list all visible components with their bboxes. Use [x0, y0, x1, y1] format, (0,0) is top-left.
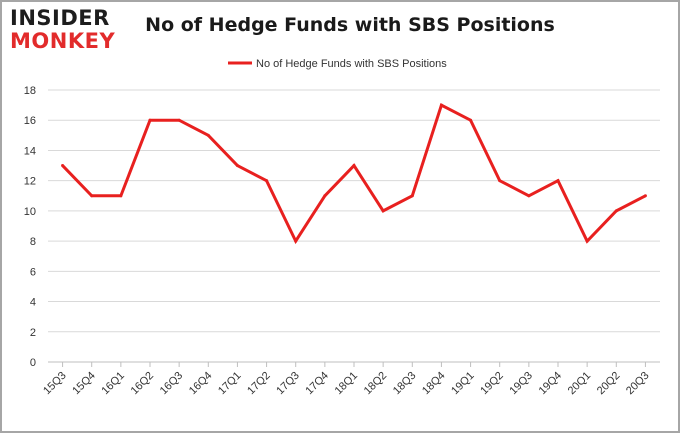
data-point — [527, 194, 531, 198]
series-line-0 — [61, 102, 647, 245]
gridlines — [48, 89, 660, 363]
x-tick-label: 16Q3 — [158, 370, 186, 398]
logo-line-1: INSIDER — [10, 6, 110, 30]
x-axis-ticks: 15Q3 15Q4 16Q1 16Q2 16Q3 16Q4 17Q1 17Q2 17Q3 17Q4… — [41, 362, 652, 398]
data-point — [498, 179, 502, 183]
data-point — [410, 194, 414, 198]
data-point — [119, 194, 123, 198]
x-tick-label: 20Q1 — [566, 370, 594, 398]
x-tick-label: 19Q4 — [537, 370, 565, 398]
data-point — [323, 194, 327, 198]
x-tick-label: 17Q1 — [216, 370, 244, 398]
y-tick-label: 4 — [30, 297, 36, 309]
x-tick-label: 17Q4 — [303, 370, 331, 398]
y-tick-label: 8 — [30, 236, 36, 248]
x-tick-label: 17Q2 — [245, 370, 273, 398]
x-tick-label: 19Q3 — [507, 370, 535, 398]
y-axis-ticks: 0 2 4 6 8 10 12 14 16 18 — [24, 85, 36, 369]
insider-monkey-logo: INSIDER MONKEY — [10, 8, 128, 52]
x-tick-label: 16Q2 — [129, 370, 157, 398]
y-tick-label: 18 — [24, 85, 36, 97]
y-tick-label: 12 — [24, 176, 36, 188]
data-point — [235, 164, 239, 168]
y-tick-label: 2 — [30, 327, 36, 339]
x-tick-label: 17Q3 — [274, 370, 302, 398]
data-point — [148, 118, 152, 122]
x-tick-label: 16Q4 — [187, 370, 215, 398]
x-tick-label: 19Q1 — [449, 370, 477, 398]
data-point — [469, 118, 473, 122]
legend: No of Hedge Funds with SBS Positions — [228, 58, 447, 70]
chart-title: No of Hedge Funds with SBS Positions — [145, 14, 555, 36]
legend-label: No of Hedge Funds with SBS Positions — [256, 58, 447, 70]
data-point — [265, 179, 269, 183]
data-point — [643, 194, 647, 198]
y-tick-label: 0 — [30, 357, 36, 369]
data-point — [177, 118, 181, 122]
y-tick-label: 10 — [24, 206, 36, 218]
data-point — [439, 103, 443, 107]
y-tick-label: 16 — [24, 115, 36, 127]
x-tick-label: 20Q2 — [595, 370, 623, 398]
y-tick-label: 14 — [24, 145, 36, 157]
data-point — [294, 239, 298, 243]
x-tick-label: 16Q1 — [99, 370, 127, 398]
x-tick-label: 18Q2 — [362, 370, 390, 398]
series-group — [61, 102, 647, 245]
data-point — [61, 164, 65, 168]
data-point — [556, 179, 560, 183]
data-point — [206, 133, 210, 137]
x-tick-label: 15Q4 — [70, 370, 98, 398]
y-tick-label: 6 — [30, 266, 36, 278]
x-tick-label: 15Q3 — [41, 370, 69, 398]
x-tick-label: 18Q4 — [420, 370, 448, 398]
data-point — [614, 209, 618, 213]
logo-line-2: MONKEY — [10, 29, 116, 53]
x-tick-label: 18Q1 — [333, 370, 361, 398]
x-tick-label: 19Q2 — [478, 370, 506, 398]
x-tick-label: 20Q3 — [624, 370, 652, 398]
x-tick-label: 18Q3 — [391, 370, 419, 398]
data-point — [90, 194, 94, 198]
data-point — [381, 209, 385, 213]
data-point — [585, 239, 589, 243]
data-point — [352, 164, 356, 168]
